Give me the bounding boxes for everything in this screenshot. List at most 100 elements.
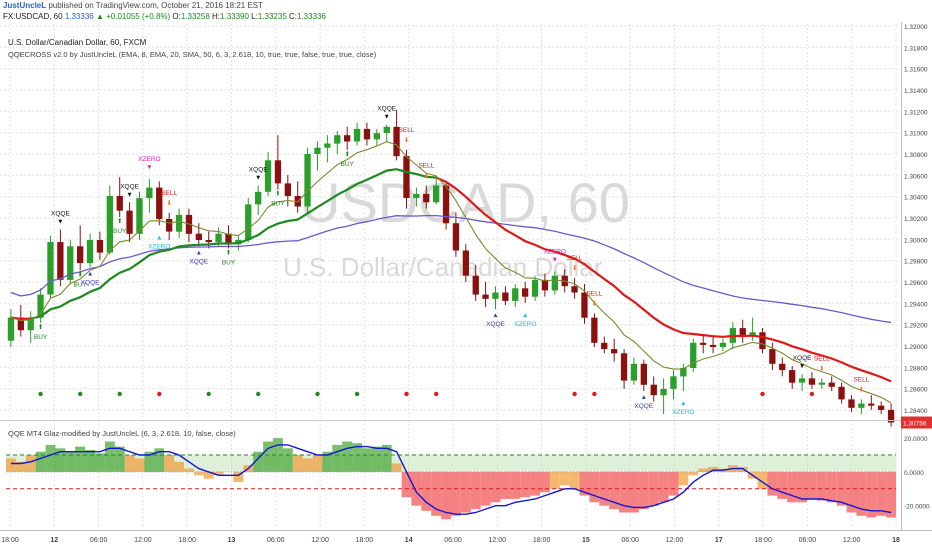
qqe-histogram-bar <box>124 455 135 472</box>
xqqe-label: XQQE <box>793 355 812 362</box>
sell-arrow-icon: ⬇ <box>859 385 864 393</box>
watermark-name: U.S. Dollar/Canadian Dollar <box>283 252 603 282</box>
candle-body <box>611 349 618 354</box>
low-label: L: <box>251 12 258 21</box>
xqqe-label: XQQE <box>81 279 100 286</box>
candle-body <box>571 286 578 293</box>
qqe-histogram-bar <box>35 451 46 472</box>
signal-dot <box>592 391 597 397</box>
candle-body <box>512 288 519 301</box>
candle-body <box>541 279 549 291</box>
qqe-histogram-bar <box>381 444 392 472</box>
qqe-histogram-bar <box>75 446 86 472</box>
qqe-histogram-bar <box>263 441 273 472</box>
xqqe-down-icon: ▼ <box>126 191 132 198</box>
qqe-histogram-bar <box>708 466 718 472</box>
candle-body <box>769 349 776 364</box>
qqe-histogram-bar <box>45 444 56 472</box>
qqe-histogram-bar <box>876 471 887 516</box>
candle-body <box>215 233 222 243</box>
price-tick-label: 1.30200 <box>904 216 928 223</box>
candle-body <box>353 128 361 142</box>
subpane-title: QQE MT4 Glaz-modified by JustUncleL (6, … <box>8 429 236 438</box>
qqe-histogram-bar <box>767 471 778 496</box>
price-tick-label: 1.30600 <box>904 173 928 180</box>
xqqe-label: XQQE <box>634 403 653 410</box>
qqe-histogram-bar <box>6 458 16 472</box>
signal-dot <box>157 391 162 397</box>
candle-body <box>106 196 113 253</box>
candle-body <box>502 292 509 301</box>
qqe-histogram-bar <box>451 471 461 516</box>
signal-dot <box>354 391 360 397</box>
author-link[interactable]: JustUncleL <box>3 1 47 10</box>
qqe-histogram-bar <box>174 461 184 472</box>
xzero-down-icon: ▼ <box>146 164 152 171</box>
candle-body <box>274 160 282 184</box>
candle-body <box>670 376 677 389</box>
qqe-histogram-bar <box>559 471 570 486</box>
xzero-down-icon: ▼ <box>552 257 558 264</box>
candle-body <box>67 246 74 280</box>
sell-label: SELL <box>418 163 434 170</box>
xqqe-label: XQQE <box>377 106 396 113</box>
time-axis[interactable]: 18:00 12 06:00 12:00 18:00 13 06:00 12:00 18:00 1… <box>1 537 900 544</box>
qqe-histogram-bar <box>104 441 115 472</box>
buy-label: BUY <box>74 281 88 288</box>
xzero-up-icon: ▲ <box>522 312 528 319</box>
sma-slow-line <box>10 214 892 324</box>
candle-body <box>551 275 558 291</box>
time-tick-label: 18 <box>892 537 900 544</box>
qqe-histogram-bar <box>164 455 175 472</box>
price-axis[interactable]: 1.32000 1.31800 1.31600 1.31400 1.31200 1.310… <box>901 24 932 429</box>
price-tick-label: 1.29600 <box>904 280 928 287</box>
candle-body <box>818 382 825 385</box>
candle-body <box>363 128 371 140</box>
price-tick-label: 1.29200 <box>904 323 928 330</box>
xzero-up-icon: ▲ <box>680 400 686 407</box>
publish-line: JustUncleL published on TradingView.com,… <box>3 1 263 10</box>
high-label: H: <box>212 12 221 21</box>
qqe-histogram-bar <box>629 471 639 513</box>
xqqe-up-icon: ▲ <box>492 312 498 319</box>
last-price-badge-text: 1.30756 <box>903 421 927 428</box>
candle-body <box>680 368 687 377</box>
candle-body <box>344 135 351 142</box>
candle-body <box>423 193 430 203</box>
xzero-label: XZERO <box>148 243 170 250</box>
candle-body <box>17 317 24 331</box>
high-value: 1.33390 <box>220 12 249 21</box>
qqe-histogram-bar <box>15 461 26 472</box>
candle-body <box>798 378 806 383</box>
signal-dots <box>38 391 815 397</box>
candle-body <box>96 240 104 253</box>
signal-markers: ⬆BUY⬆BUY⬆BUY⬆BUY⬆BUY⬆BUYXQQE▼XQQE▼XQQE▼X… <box>34 106 870 416</box>
subpane-tick-label: 0.0000 <box>904 470 924 477</box>
buy-label: BUY <box>113 228 127 235</box>
time-tick-label: 06:00 <box>267 537 285 544</box>
time-tick-label: 18:00 <box>754 537 772 544</box>
xqqe-down-icon: ▼ <box>57 219 63 226</box>
qqe-histogram-bar <box>470 471 481 510</box>
time-tick-label: 12:00 <box>843 537 861 544</box>
qqe-histogram-bar <box>332 444 343 472</box>
change-value: +0.01055 (+0.8%) <box>106 12 171 21</box>
buy-label: BUY <box>271 201 285 208</box>
price-tick-label: 1.28600 <box>904 387 928 394</box>
sell-label: SELL <box>814 355 830 362</box>
qqe-histogram-bar <box>530 471 540 496</box>
xzero-label: XZERO <box>672 409 694 416</box>
ohlc-line: FX:USDCAD, 60 1.33336 ▲ +0.01055 (+0.8%)… <box>3 12 326 21</box>
qqe-histogram-bar <box>322 451 333 472</box>
qqe-histogram-bar <box>787 471 798 503</box>
candle-body <box>719 342 727 347</box>
last-price-badge <box>901 416 932 429</box>
qqe-histogram-bar <box>569 471 580 489</box>
qqe-histogram-bar <box>826 471 837 503</box>
candle-body <box>156 187 163 220</box>
price-tick-label: 1.31400 <box>904 88 928 95</box>
qqe-histogram-bar <box>154 448 165 472</box>
price-tick-label: 1.29800 <box>904 259 928 266</box>
time-tick-label: 12:00 <box>489 537 507 544</box>
